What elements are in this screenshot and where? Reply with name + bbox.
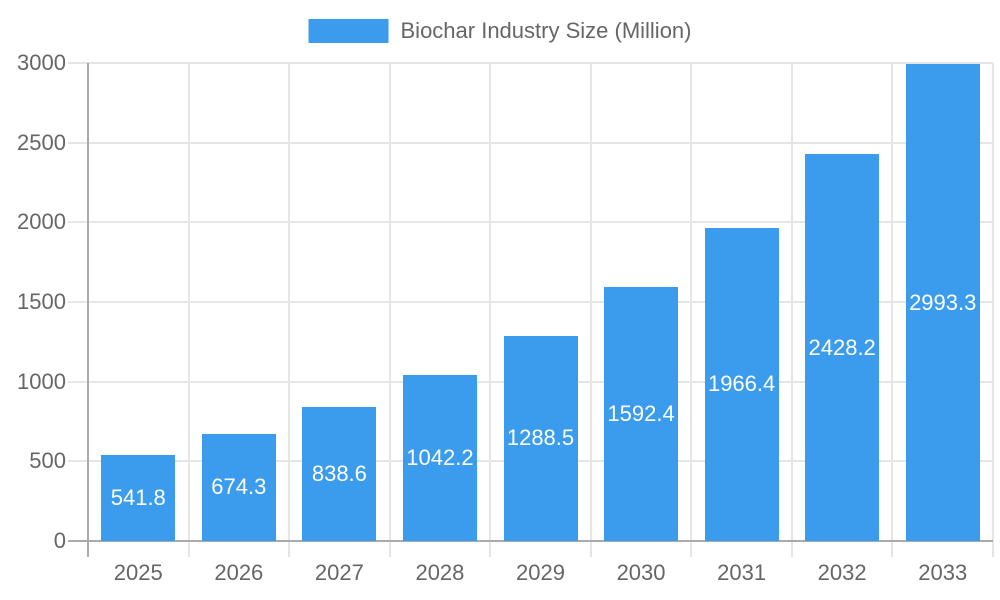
- gridline-horizontal: [88, 62, 993, 64]
- x-axis-label: 2030: [616, 560, 666, 585]
- y-tick: [68, 62, 88, 64]
- x-tick: [589, 542, 592, 557]
- y-axis-line: [87, 63, 89, 557]
- y-axis-label: 1500: [17, 289, 66, 314]
- y-axis-label: 500: [29, 448, 66, 474]
- bar-value-label: 541.8: [110, 484, 166, 510]
- bar-2030[interactable]: [604, 287, 679, 541]
- x-tick: [891, 542, 894, 557]
- x-axis-label: 2033: [918, 560, 968, 585]
- bar-2029[interactable]: [503, 335, 578, 541]
- gridline-horizontal: [88, 301, 993, 303]
- bar-2033[interactable]: [905, 64, 980, 541]
- y-axis-label: 2000: [17, 209, 66, 235]
- y-axis-label: 2500: [17, 129, 66, 155]
- gridline-vertical: [489, 63, 492, 541]
- x-axis-label: 2032: [817, 560, 867, 585]
- x-axis-label: 2027: [314, 560, 364, 585]
- x-tick: [388, 542, 391, 557]
- bar-value-label: 1592.4: [607, 401, 675, 427]
- x-tick: [790, 542, 793, 557]
- bar-2031[interactable]: [704, 227, 779, 541]
- bar-value-label: 1042.2: [406, 444, 474, 470]
- gridline-horizontal: [88, 141, 993, 144]
- y-tick: [68, 380, 88, 383]
- bar-value-label: 1966.4: [707, 371, 776, 397]
- legend-label: Biochar Industry Size (Million): [400, 18, 692, 43]
- y-tick: [68, 460, 88, 463]
- gridline-vertical: [187, 63, 190, 541]
- bar-value-label: 838.6: [311, 461, 367, 487]
- gridline-vertical: [790, 63, 793, 541]
- gridline-vertical: [288, 63, 291, 541]
- bar-value-label: 1288.5: [506, 425, 575, 451]
- gridline-vertical: [690, 63, 693, 541]
- x-axis-label: 2026: [214, 560, 264, 585]
- x-axis-label: 2031: [717, 560, 767, 585]
- gridline-vertical: [992, 63, 994, 541]
- x-tick: [187, 542, 190, 557]
- bar-2027[interactable]: [302, 407, 377, 541]
- bar-value-label: 2993.3: [909, 289, 977, 315]
- y-axis-label: 3000: [17, 50, 66, 75]
- y-axis-label: 0: [53, 528, 66, 553]
- legend-swatch: [308, 19, 389, 43]
- bar-value-label: 674.3: [211, 474, 267, 500]
- x-tick: [288, 542, 291, 557]
- y-axis-label: 1000: [17, 368, 66, 394]
- bar-2032[interactable]: [805, 154, 880, 541]
- bar-2026[interactable]: [201, 433, 276, 541]
- bar-2028[interactable]: [402, 374, 477, 541]
- gridline-vertical: [891, 63, 894, 541]
- x-axis-line: [68, 540, 993, 542]
- x-axis-label: 2028: [415, 560, 465, 585]
- x-tick: [992, 542, 994, 557]
- bar-value-label: 2428.2: [808, 334, 876, 360]
- x-axis-label: 2029: [516, 560, 565, 585]
- gridline-vertical: [388, 63, 391, 541]
- y-tick: [68, 221, 88, 224]
- bar-2025[interactable]: [101, 454, 176, 541]
- y-tick: [68, 141, 88, 144]
- y-tick: [68, 301, 88, 303]
- x-tick: [489, 542, 492, 557]
- gridline-horizontal: [88, 221, 993, 224]
- chart-legend[interactable]: Biochar Industry Size (Million): [308, 18, 692, 44]
- x-tick: [690, 542, 693, 557]
- gridline-vertical: [589, 63, 592, 541]
- x-axis-label: 2025: [113, 560, 163, 585]
